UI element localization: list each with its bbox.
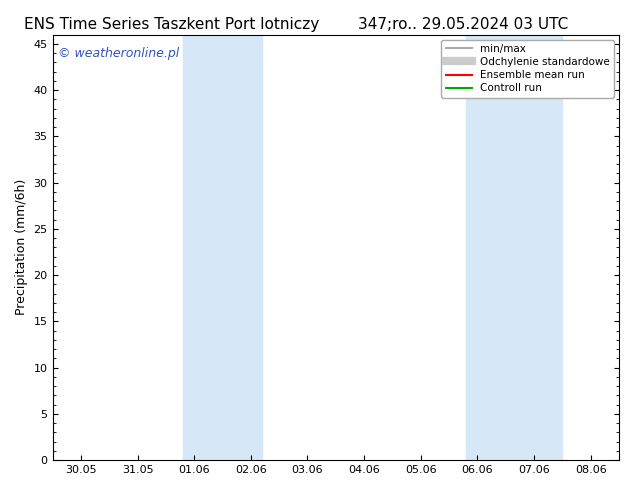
- Text: © weatheronline.pl: © weatheronline.pl: [58, 48, 179, 60]
- Bar: [183, 35, 262, 460]
- Y-axis label: Precipitation (mm/6h): Precipitation (mm/6h): [15, 179, 28, 316]
- Legend: min/max, Odchylenie standardowe, Ensemble mean run, Controll run: min/max, Odchylenie standardowe, Ensembl…: [441, 40, 614, 98]
- Bar: [466, 35, 562, 460]
- Text: ENS Time Series Taszkent Port lotniczy: ENS Time Series Taszkent Port lotniczy: [23, 17, 319, 32]
- Text: 347;ro.. 29.05.2024 03 UTC: 347;ro.. 29.05.2024 03 UTC: [358, 17, 568, 32]
